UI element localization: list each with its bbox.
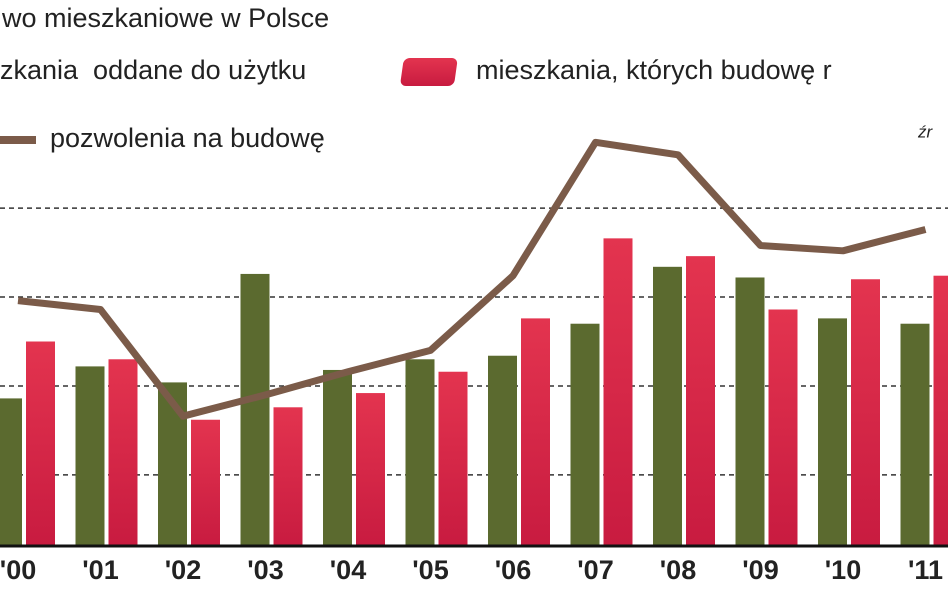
bar	[570, 323, 600, 546]
bar	[851, 279, 880, 546]
bar	[191, 419, 220, 546]
bar	[405, 359, 435, 546]
bar	[26, 341, 55, 546]
chart-title: wo mieszkaniowe w Polsce	[1, 3, 329, 33]
bar	[686, 256, 715, 546]
bar	[75, 366, 105, 546]
bar	[900, 323, 930, 546]
bar	[108, 359, 138, 546]
x-tick-label: '11	[908, 555, 943, 585]
x-tick-label: '03	[247, 555, 283, 585]
x-tick-label: '01	[82, 555, 118, 585]
x-tick-label: '00	[0, 555, 36, 585]
bar	[735, 277, 765, 546]
bar	[933, 275, 948, 546]
source: źr	[917, 122, 934, 141]
legend-label: pozwolenia na budowę	[50, 123, 325, 153]
x-tick-label: '09	[742, 555, 778, 585]
bar	[273, 407, 303, 546]
bar	[488, 355, 517, 546]
bar	[0, 398, 22, 546]
bar	[438, 371, 468, 546]
bar	[240, 273, 270, 546]
bar	[603, 238, 633, 546]
line	[17, 138, 927, 420]
legend-swatch	[400, 58, 458, 86]
x-tick-label: '02	[165, 555, 201, 585]
x-tick-label: '05	[412, 555, 448, 585]
legend-label: zkania oddane do użytku	[0, 55, 306, 85]
bar	[768, 309, 798, 546]
bar	[521, 318, 550, 546]
bar	[356, 393, 385, 546]
legend-label: mieszkania, których budowę r	[476, 55, 832, 85]
x-tick-label: '08	[660, 555, 696, 585]
x-tick-label: '07	[577, 555, 613, 585]
bar	[818, 318, 847, 546]
x-tick-label: '04	[330, 555, 366, 585]
x-tick-label: '06	[495, 555, 531, 585]
x-tick-label: '10	[825, 555, 861, 585]
bar	[653, 266, 682, 546]
bar	[323, 369, 352, 546]
